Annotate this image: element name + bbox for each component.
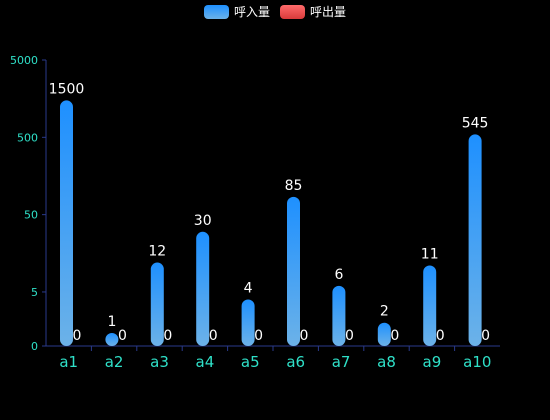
data-label-outbound-a4: 0 (209, 328, 218, 344)
bar-inbound-a6[interactable] (287, 196, 300, 346)
data-label-inbound-a6: 85 (285, 178, 303, 194)
data-label-outbound-a2: 0 (118, 328, 127, 344)
bar-inbound-a9[interactable] (423, 265, 437, 346)
data-label-outbound-a8: 0 (390, 328, 399, 344)
data-label-inbound-a10: 545 (462, 115, 489, 131)
x-tick-label: a7 (332, 353, 351, 371)
data-label-outbound-a9: 0 (436, 328, 445, 344)
legend-label-inbound: 呼入量 (234, 5, 270, 19)
bar-inbound-a10[interactable] (468, 134, 482, 346)
y-tick-label: 500 (17, 131, 38, 144)
data-label-outbound-a5: 0 (254, 328, 263, 344)
y-tick-label: 0 (31, 340, 38, 353)
x-tick-label: a9 (423, 353, 442, 371)
x-axis-ticks: a1 a2 a3 a4 a5 a6 a7 a8 a9 a10 (59, 346, 491, 371)
bar-inbound-a2[interactable] (105, 333, 119, 346)
bar-inbound-a5[interactable] (241, 299, 255, 346)
x-tick-label: a8 (377, 353, 396, 371)
y-tick-label: 5000 (10, 54, 38, 67)
data-label-outbound-a7: 0 (345, 328, 354, 344)
data-label-inbound-a9: 11 (421, 246, 439, 262)
data-label-inbound-a1: 1500 (49, 81, 85, 97)
legend-item-inbound[interactable]: 呼入量 (204, 5, 270, 19)
data-label-inbound-a7: 6 (334, 267, 343, 283)
x-tick-label: a2 (105, 353, 124, 371)
bar-inbound-a1[interactable] (60, 100, 73, 346)
bar-inbound-a8[interactable] (377, 322, 391, 346)
data-label-inbound-a8: 2 (380, 304, 389, 320)
legend-swatch-outbound (280, 5, 305, 19)
legend-swatch-inbound (204, 5, 229, 19)
x-tick-label: a5 (241, 353, 260, 371)
x-tick-label: a3 (150, 353, 169, 371)
y-tick-label: 50 (24, 209, 38, 222)
x-tick-label: a4 (196, 353, 215, 371)
bar-inbound-a3[interactable] (150, 262, 164, 346)
legend-label-outbound: 呼出量 (310, 5, 346, 19)
data-label-inbound-a4: 30 (194, 213, 212, 229)
data-label-outbound-a1: 0 (73, 328, 82, 344)
y-axis-ticks: 0 5 50 500 5000 (10, 54, 46, 353)
y-tick-label: 5 (31, 286, 38, 299)
bar-inbound-a4[interactable] (196, 231, 210, 346)
x-tick-label: a10 (463, 353, 491, 371)
data-label-outbound-a10: 0 (481, 328, 490, 344)
x-tick-label: a6 (286, 353, 305, 371)
data-label-inbound-a5: 4 (244, 280, 253, 296)
data-label-inbound-a2: 1 (107, 314, 116, 330)
legend[interactable]: 呼入量 呼出量 (204, 5, 346, 19)
data-label-inbound-a3: 12 (148, 244, 166, 260)
data-label-outbound-a3: 0 (163, 328, 172, 344)
bar-inbound-a7[interactable] (332, 285, 346, 346)
bars (60, 100, 482, 346)
data-label-outbound-a6: 0 (300, 328, 309, 344)
x-tick-label: a1 (59, 353, 78, 371)
legend-item-outbound[interactable]: 呼出量 (280, 5, 346, 19)
